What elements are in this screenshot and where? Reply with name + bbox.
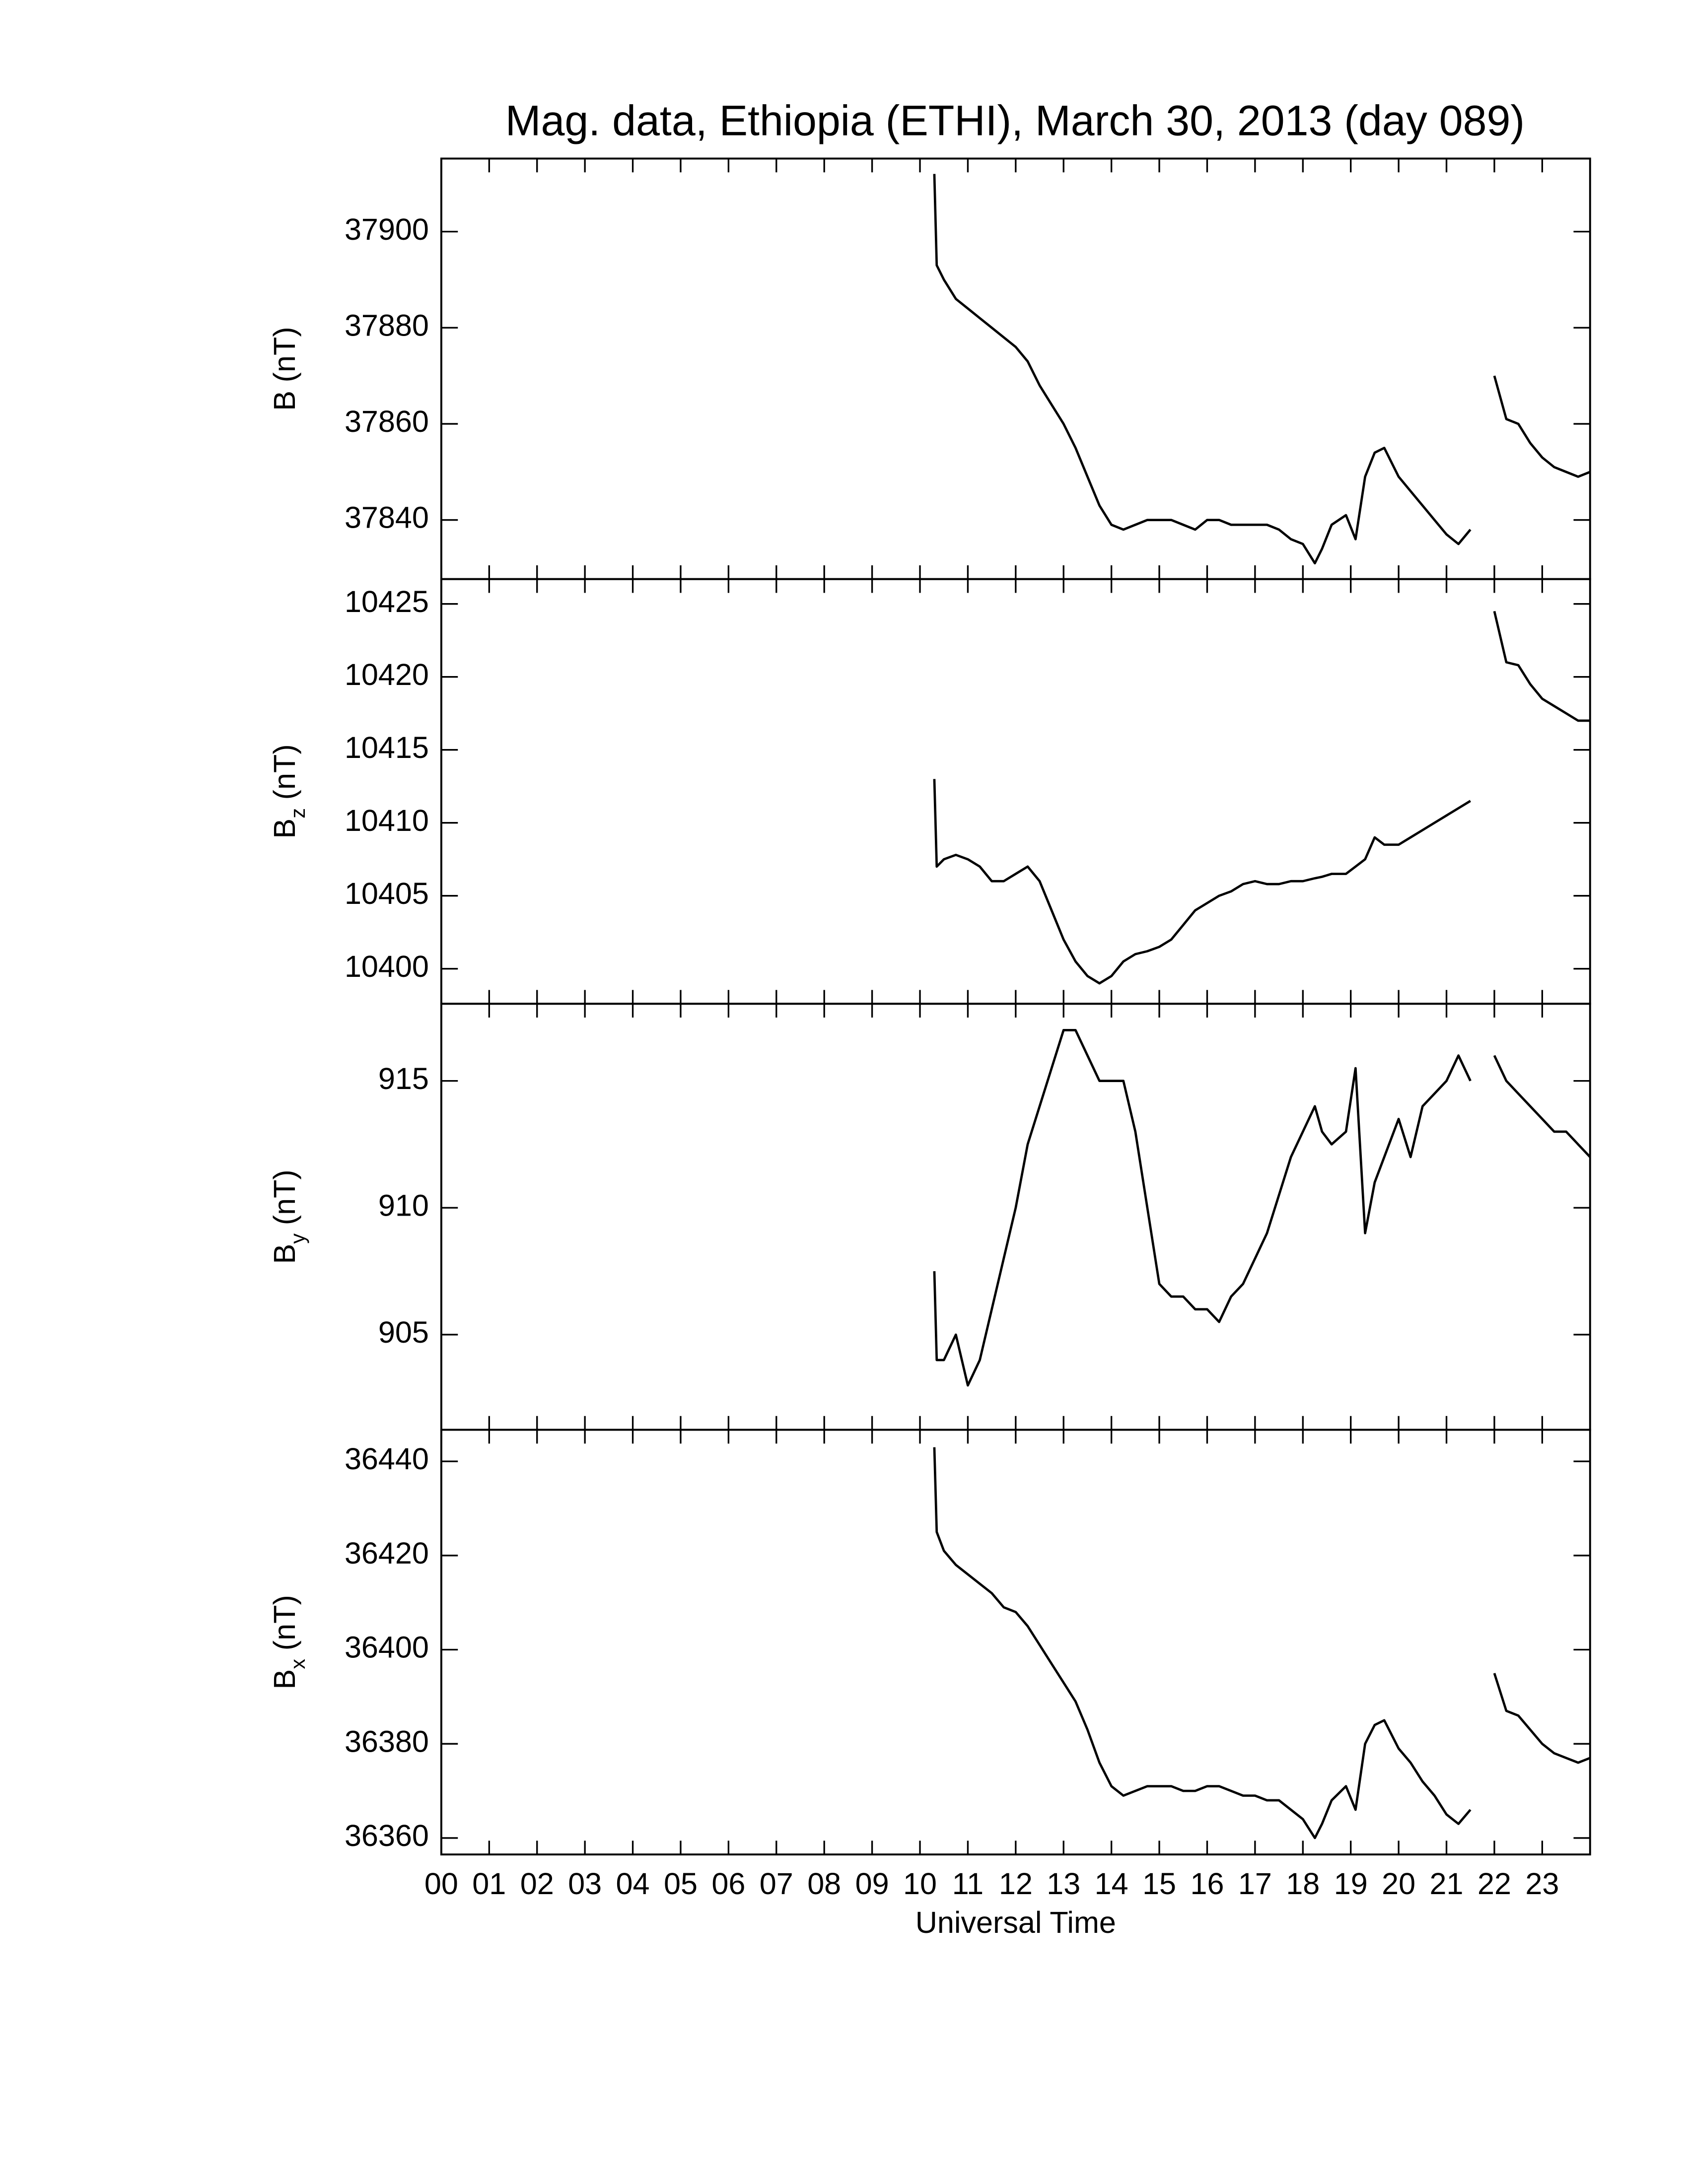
x-tick-label: 07 [760,1867,793,1901]
y-label-base: B [268,1244,301,1264]
y-tick-label: 10410 [345,804,429,837]
y-axis-label: B (nT) [268,327,301,410]
x-tick-label: 19 [1334,1867,1368,1901]
y-tick-label: 37840 [345,501,429,535]
x-tick-label: 18 [1286,1867,1320,1901]
x-tick-label: 13 [1047,1867,1080,1901]
x-tick-label: 23 [1525,1867,1559,1901]
y-label-base: B [268,1669,301,1690]
plot-frame [440,1429,1591,1856]
data-line [933,1029,1472,1387]
x-tick-label: 20 [1382,1867,1415,1901]
y-tick-label: 10425 [345,585,429,618]
y-tick-label: 37900 [345,212,429,246]
data-line [1493,1673,1591,1764]
x-tick-label: 04 [616,1867,650,1901]
y-axis-label: By (nT) [268,1169,309,1264]
plot-frame [440,157,1591,580]
x-tick-label: 10 [903,1867,937,1901]
plot-frame [440,1003,1591,1431]
y-tick-label: 915 [378,1062,429,1095]
plot-frame [440,578,1591,1005]
y-tick-label: 905 [378,1315,429,1349]
y-label-unit: (nT) [268,327,301,382]
y-tick-label: 36380 [345,1724,429,1758]
x-tick-label: 11 [952,1867,984,1901]
y-tick-label: 10400 [345,950,429,983]
x-tick-label: 12 [999,1867,1033,1901]
y-axis-label: Bx (nT) [268,1595,309,1689]
y-tick-label: 36420 [345,1536,429,1570]
y-tick-label: 10405 [345,877,429,910]
y-tick-label: 37880 [345,308,429,342]
x-tick-label: 06 [711,1867,745,1901]
y-tick-label: 36440 [345,1442,429,1476]
data-line [1493,1055,1591,1158]
y-tick-label: 910 [378,1188,429,1222]
x-tick-label: 16 [1190,1867,1224,1901]
y-label-sub: x [286,1659,309,1669]
data-line [933,1447,1472,1840]
y-label-base: B [268,391,301,411]
y-tick-label: 10420 [345,658,429,691]
x-tick-label: 05 [664,1867,698,1901]
y-tick-label: 36400 [345,1631,429,1664]
data-line [933,779,1471,985]
x-tick-label: 15 [1142,1867,1176,1901]
x-tick-label: 09 [855,1867,889,1901]
x-tick-label: 14 [1095,1867,1128,1901]
y-label-unit: (nT) [268,1595,301,1650]
y-label-unit: (nT) [268,744,301,800]
data-line [1493,375,1591,478]
x-tick-label: 17 [1238,1867,1272,1901]
y-label-base: B [268,819,301,839]
chart-title: Mag. data, Ethiopia (ETHI), March 30, 20… [505,97,1525,145]
y-label-sub: z [286,808,309,819]
x-tick-label: 08 [807,1867,841,1901]
data-line [933,174,1472,565]
x-tick-label: 21 [1430,1867,1464,1901]
y-tick-label: 37860 [345,405,429,438]
x-tick-label: 03 [568,1867,602,1901]
data-line [1493,611,1590,722]
x-tick-label: 22 [1477,1867,1511,1901]
y-label-unit: (nT) [268,1169,301,1225]
x-tick-label: 02 [520,1867,554,1901]
x-tick-label: 00 [424,1867,458,1901]
y-tick-label: 36360 [345,1819,429,1852]
x-axis-label: Universal Time [915,1906,1116,1939]
y-label-sub: y [286,1233,309,1244]
y-tick-label: 10415 [345,731,429,764]
x-tick-label: 01 [472,1867,506,1901]
y-axis-label: Bz (nT) [268,744,309,838]
